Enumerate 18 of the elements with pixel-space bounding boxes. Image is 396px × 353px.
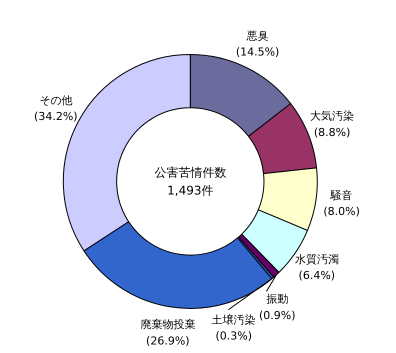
slice-label: 騒音 — [330, 188, 353, 202]
data-label: (8.0%) — [323, 205, 360, 218]
slice-label: その他 — [39, 94, 72, 107]
slice-label: 土壌汚染 — [212, 313, 256, 326]
data-label: (0.9%) — [259, 308, 296, 322]
text: 1,493件 — [167, 184, 214, 198]
slice-label: 悪臭 — [246, 29, 269, 42]
data-label: (0.3%) — [215, 330, 252, 343]
slice-label: 振動 — [266, 292, 288, 306]
slice-label: 大気汚染 — [310, 110, 354, 123]
data-label: (14.5%) — [236, 46, 280, 59]
data-label: (6.4%) — [298, 269, 336, 282]
data-label: (26.9%) — [146, 334, 190, 348]
text: 公害苦情件数 — [154, 165, 226, 180]
data-label: (34.2%) — [34, 110, 78, 124]
slice-label: 廃棄物投棄 — [140, 318, 196, 332]
slice-label: 水質汚濁 — [294, 252, 339, 266]
data-label: (8.8%) — [314, 126, 350, 139]
